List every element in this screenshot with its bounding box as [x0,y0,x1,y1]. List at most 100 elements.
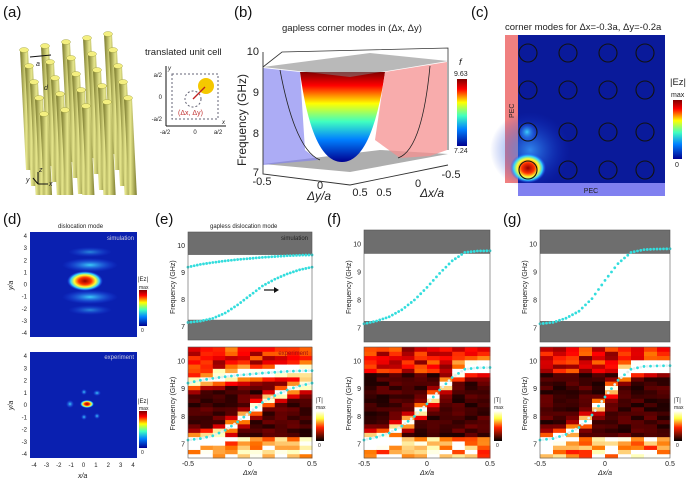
mode-curve-point [282,370,286,374]
heatmap-cell [439,368,453,374]
heatmap-cell [287,445,301,450]
mode-curve-point [192,320,196,324]
heatmap-cell [439,359,453,365]
ytick: 10 [353,358,361,365]
surface-contour [279,65,431,161]
heatmap-cell [401,440,415,446]
rod-outline [635,80,655,100]
heatmap-cell [427,372,441,378]
heatmap-cell [566,355,580,361]
mode-curve-point [406,419,410,423]
heatmap-cell [464,402,478,408]
heatmap-cell [401,406,415,412]
y-axis-label: Frequency (GHz) [170,377,177,431]
mode-curve-point [236,303,240,307]
heatmap-cell [200,436,214,442]
mode-curve-point [245,373,249,376]
heatmap-cell [579,440,593,446]
mode-curve-point [400,424,404,428]
heatmap-cell [262,436,276,442]
mode-curve-point [564,433,568,436]
rod-top [97,83,107,89]
ytick: 0 [24,403,28,409]
mode-curve-point [613,266,617,270]
rod-outline [518,43,538,63]
heatmap-cell [299,398,313,403]
heatmap-cell [389,355,403,361]
heatmap-cell [452,347,466,352]
mode-curve-point [639,248,643,252]
simulation-plot-e: 7 8 9 10 Frequency (GHz) [170,231,314,341]
heatmap-cell [477,359,491,365]
heatmap-cell [605,393,619,399]
heatmap-cell [452,449,466,455]
mode-curve-point [199,263,202,266]
heatmap-cell [553,415,567,421]
heatmap-cell [657,398,671,403]
heatmap-cell [427,389,441,395]
transmission-colorbar: |T|max 0 [494,398,504,449]
heatmap-cell [540,393,554,399]
heatmap-cell [299,406,313,412]
heatmap-cell [439,423,453,429]
heatmap-cell [274,355,288,361]
heatmap-cell [250,393,263,399]
rod-top [61,39,71,45]
heatmap-cell [605,376,619,382]
heatmap-cell [579,402,593,408]
heatmap-cell [644,402,658,408]
heatmap-cell [644,393,658,399]
inset-x-label: x [221,120,226,126]
heatmap-cell [553,445,567,450]
colorbar-max: max [139,406,149,412]
heatmap-cell [592,411,606,416]
heatmap-cell [605,449,619,455]
heatmap-cell [262,347,276,352]
mode-curve-point [257,286,261,290]
colorbar-gradient [139,411,147,448]
heatmap-cell [644,436,658,442]
heatmap-cell [592,368,606,374]
heatmap-cell [644,415,658,421]
rod-outline [598,80,618,100]
rod-top [45,59,55,65]
heatmap-cell [439,398,453,403]
xtick: -0.5 [534,461,546,468]
panel-d-title: dislocation mode [58,224,104,230]
y-axis-label: Frequency (GHz) [170,260,177,314]
heatmap-cell [477,402,491,408]
ytick: 7 [253,167,259,179]
mode-curve-point [288,254,292,258]
heatmap-cell [644,432,658,438]
heatmap-cell [389,393,403,399]
mode-curve-point [208,261,212,265]
ytick: 10 [177,243,185,250]
mode-curve-point [365,437,369,441]
heatmap-cell [274,449,288,455]
mode-curve-point [610,387,613,391]
heatmap-cell [477,449,491,455]
colorbar-min: 0 [675,162,679,169]
heatmap-cell [427,428,441,433]
heatmap-cell [618,415,632,421]
heatmap-cell [237,355,251,361]
heatmap-cell [414,368,428,374]
heatmap-cell [376,381,390,386]
mode-curve-point [469,250,473,254]
heatmap-cell [579,355,593,361]
heatmap-cell [250,385,263,391]
heatmap-cell [414,423,428,429]
heatmap-cell [631,415,645,421]
heatmap-cell [553,411,567,416]
heatmap-cell [262,372,276,378]
heatmap-cell [376,423,390,429]
heatmap-cell [540,368,554,374]
heatmap-cell [553,368,567,374]
mode-curve-point [230,374,233,378]
heatmap-cell [414,402,428,408]
mode-curve-point [466,367,470,371]
heatmap-cell [299,419,313,425]
heatmap-cell [401,449,415,455]
ytick: 10 [247,46,259,58]
